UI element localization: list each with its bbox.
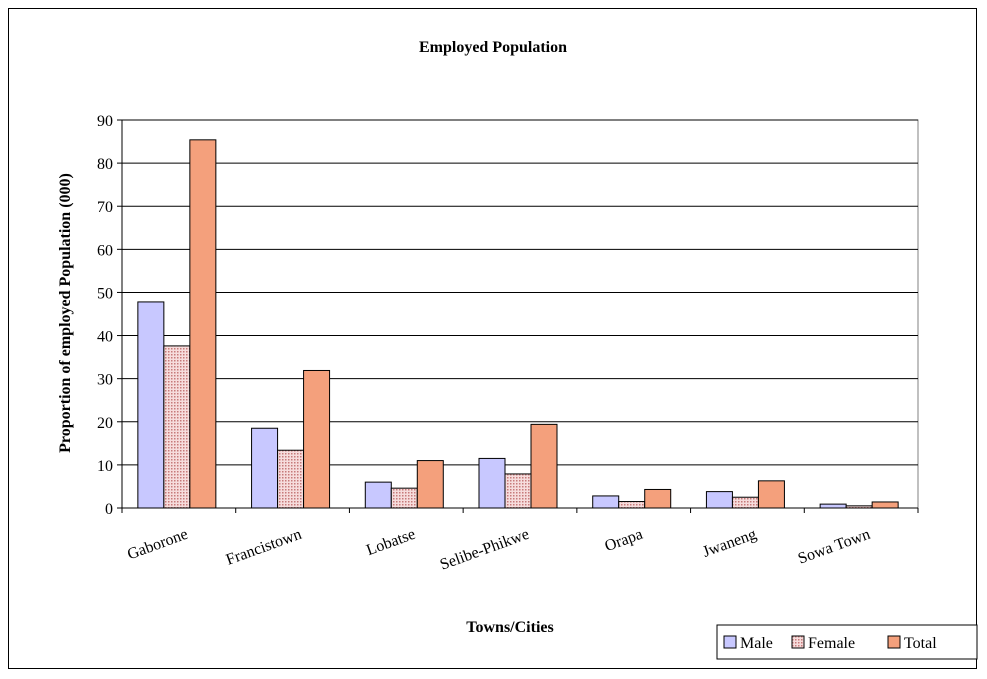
legend-box (716, 624, 978, 660)
bar-total (303, 369, 331, 509)
legend-swatch-female (791, 635, 805, 649)
bar-total (757, 480, 785, 509)
axes-group (117, 119, 919, 513)
bar-male (478, 457, 506, 509)
bar-male (705, 491, 733, 509)
gridlines (121, 119, 919, 509)
legend-swatch-total (887, 635, 901, 649)
x-tick-label: Orapa (603, 526, 646, 555)
chart-title: Employed Population (419, 39, 567, 56)
bar-female (277, 449, 305, 509)
bar-total (189, 139, 217, 509)
y-tick-label: 40 (97, 329, 113, 346)
bars-group (137, 139, 899, 509)
legend-label-total: Total (904, 635, 937, 652)
legend-swatch-male (723, 635, 737, 649)
y-tick-label: 80 (97, 156, 113, 173)
y-tick-label: 50 (97, 285, 113, 302)
x-tick-label: Francistown (224, 526, 304, 569)
bar-female (504, 473, 532, 509)
y-tick-labels: 0 10 20 30 40 50 60 70 80 90 (97, 113, 113, 518)
bar-male (364, 481, 392, 509)
bar-female (731, 496, 759, 509)
bar-male (592, 495, 620, 509)
x-axis-title: Towns/Cities (466, 619, 553, 636)
y-tick-label: 30 (97, 372, 113, 389)
y-tick-label: 20 (97, 415, 113, 432)
y-tick-label: 10 (97, 458, 113, 475)
x-tick-label: Lobatse (364, 526, 417, 559)
plot-area (121, 119, 919, 509)
bar-male (251, 427, 279, 509)
x-tick-label: Jwaneng (700, 526, 758, 561)
legend: Male Female Total (716, 624, 978, 660)
y-tick-label: 60 (97, 242, 113, 259)
x-tick-label: Gaborone (125, 526, 190, 564)
bar-total (416, 460, 444, 509)
chart-frame (8, 8, 977, 669)
bar-female (618, 501, 646, 509)
bar-female (163, 345, 191, 509)
bar-female (390, 487, 418, 509)
y-axis-title: Proportion of employed Population (000) (57, 173, 74, 453)
x-tick-labels: Gaborone Francistown Lobatse Selibe-Phikwe O… (125, 526, 872, 574)
bar-total (644, 488, 672, 509)
bar-male (819, 503, 847, 509)
x-tick-label: Sowa Town (796, 526, 873, 568)
legend-label-male: Male (740, 635, 773, 652)
bar-male (137, 301, 165, 509)
y-tick-label: 90 (97, 113, 113, 130)
bar-total (530, 423, 558, 509)
x-tick-label: Selibe-Phikwe (438, 526, 532, 574)
y-tick-label: 0 (105, 501, 113, 518)
legend-label-female: Female (808, 635, 855, 652)
y-tick-label: 70 (97, 199, 113, 216)
bar-total (871, 501, 899, 509)
